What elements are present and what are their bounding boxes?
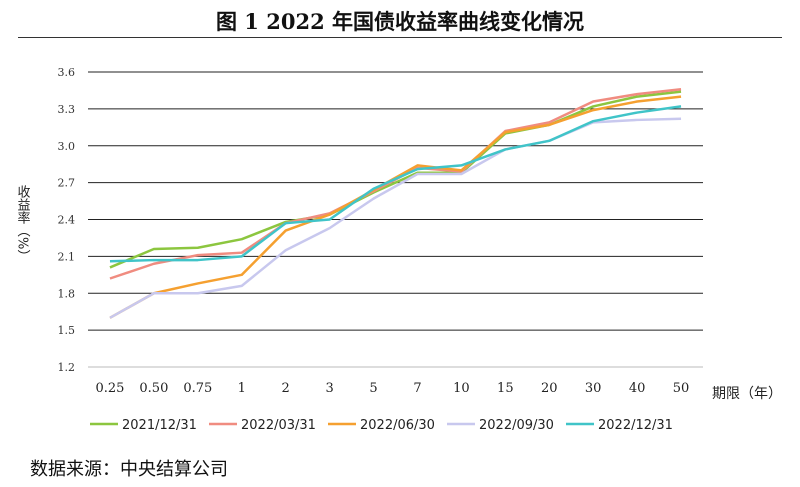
legend-label: 2021/12/31: [122, 418, 197, 433]
data-source: 数据来源：中央结算公司: [30, 459, 228, 480]
x-tick-label: 50: [673, 381, 690, 396]
x-tick-label: 40: [629, 381, 646, 396]
legend-label: 2022/12/31: [598, 418, 673, 433]
series-line: [109, 95, 682, 319]
x-tick-label: 0.75: [183, 381, 212, 396]
series-line: [109, 117, 682, 319]
x-tick-label: 30: [585, 381, 602, 396]
x-axis-label: 期限（年）: [712, 386, 782, 402]
x-tick-label: 20: [541, 381, 558, 396]
x-tick-label: 1: [238, 381, 246, 396]
y-tick-label: 2.1: [58, 250, 76, 263]
y-axis-label: 收益率（%）: [15, 185, 31, 262]
x-tick-label: 5: [369, 381, 377, 396]
chart-title: 图 1 2022 年国债收益率曲线变化情况: [216, 9, 584, 34]
y-tick-label: 2.7: [58, 177, 76, 190]
x-tick-label: 3: [325, 381, 333, 396]
x-tick-label: 7: [413, 381, 421, 396]
x-tick-label: 0.25: [95, 381, 124, 396]
title-divider: [18, 37, 782, 38]
legend-label: 2022/09/30: [479, 418, 554, 433]
y-tick-label: 3.0: [58, 140, 76, 153]
x-tick-label: 0.50: [139, 381, 168, 396]
legend-label: 2022/03/31: [241, 418, 316, 433]
x-tick-label: 10: [453, 381, 470, 396]
y-tick-label: 1.2: [58, 361, 76, 374]
x-tick-label: 2: [282, 381, 290, 396]
y-tick-label: 1.5: [58, 324, 76, 337]
y-tick-label: 3.3: [58, 103, 76, 116]
y-tick-label: 3.6: [58, 66, 76, 79]
series-line: [109, 105, 682, 263]
y-tick-label: 2.4: [58, 214, 76, 227]
series-line: [109, 90, 682, 269]
x-tick-label: 15: [497, 381, 514, 396]
y-tick-label: 1.8: [58, 287, 76, 300]
legend-label: 2022/06/30: [360, 418, 435, 433]
